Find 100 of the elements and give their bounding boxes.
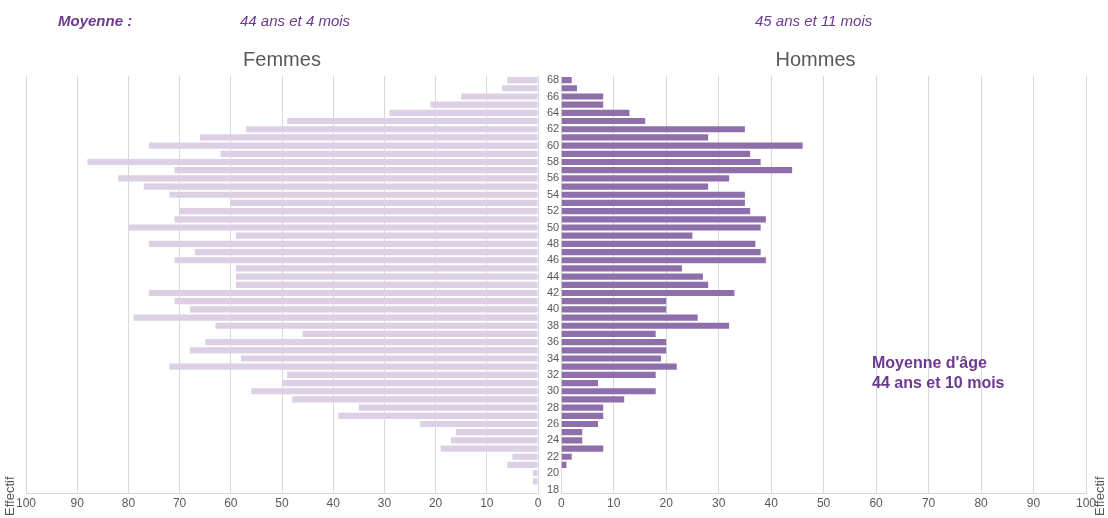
y-tick-label: 44 (546, 269, 560, 282)
y-tick-label: 38 (546, 318, 560, 331)
x-tick-label: 20 (428, 496, 443, 511)
y-tick-label: 40 (546, 302, 560, 315)
x-tick-label: 40 (764, 496, 779, 511)
y-axis-title: Effectif (1, 476, 17, 516)
bar (561, 314, 698, 321)
bar (561, 273, 703, 280)
x-tick-label: 100 (15, 496, 37, 511)
y-tick-label: 58 (546, 155, 560, 168)
x-tick-label: 10 (480, 496, 494, 511)
bar (561, 363, 677, 370)
y-tick-label: 62 (546, 122, 560, 135)
y-tick-label: 60 (546, 138, 560, 151)
y-tick-label: 36 (546, 335, 560, 348)
bar (561, 224, 761, 231)
x-tick-label: 90 (70, 496, 85, 511)
x-tick-label: 50 (275, 496, 289, 511)
x-tick-label: 10 (607, 496, 621, 511)
y-tick-label: 18 (546, 482, 560, 495)
bar (561, 232, 693, 239)
bar (561, 101, 604, 108)
bar (561, 167, 793, 174)
bar (561, 248, 761, 256)
text: 45 ans et 11 mois (755, 12, 873, 29)
bar (561, 175, 730, 182)
bar (561, 289, 735, 297)
bar (561, 388, 656, 395)
bar (561, 117, 646, 125)
bar (561, 420, 598, 428)
y-tick-label: 28 (546, 400, 560, 413)
bar (561, 281, 709, 288)
bar (561, 298, 667, 305)
y-tick-label: 50 (546, 220, 560, 233)
y-tick-label: 64 (546, 105, 560, 118)
x-tick-label: 30 (711, 496, 726, 511)
y-tick-label: 34 (546, 351, 560, 364)
bar (561, 453, 572, 460)
x-tick-label: 60 (224, 496, 238, 511)
bar (561, 240, 756, 247)
bar (561, 257, 766, 264)
x-tick-label: 20 (659, 496, 674, 511)
x-tick-label: 60 (869, 496, 884, 511)
bar (561, 379, 598, 387)
bar (561, 437, 583, 444)
bar (561, 306, 667, 313)
bar (561, 109, 630, 116)
chart-title: Hommes (775, 47, 856, 70)
x-tick-label: 0 (534, 496, 542, 511)
text: Moyenne : (58, 12, 133, 29)
x-tick-label: 80 (121, 496, 136, 511)
x-tick-label: 50 (816, 496, 831, 511)
y-tick-label: 52 (546, 204, 560, 217)
y-tick-label: 26 (546, 417, 560, 430)
y-tick-label: 24 (546, 433, 560, 446)
bar (561, 150, 751, 157)
x-tick-label: 70 (921, 496, 936, 511)
x-tick-label: 40 (326, 496, 341, 511)
y-tick-label: 30 (546, 384, 560, 397)
bar (561, 85, 577, 92)
bar (561, 445, 604, 452)
x-tick-label: 80 (974, 496, 989, 511)
y-tick-label: 42 (546, 286, 560, 299)
bar (561, 191, 745, 198)
x-tick-label: 30 (377, 496, 392, 511)
bar (561, 339, 667, 346)
bar (561, 396, 625, 403)
bar (561, 77, 572, 84)
y-tick-label: 56 (546, 171, 560, 184)
annotation: Moyenne d'âge (872, 354, 987, 372)
bar (561, 183, 709, 190)
bar (561, 199, 745, 207)
bar (561, 134, 709, 141)
bar (561, 429, 583, 436)
bar (561, 347, 667, 354)
text: 44 ans et 4 mois (240, 12, 351, 29)
y-tick-label: 46 (546, 253, 560, 266)
bar (561, 158, 761, 166)
bar (561, 322, 730, 329)
bar (561, 265, 682, 272)
bar (561, 126, 745, 133)
bar (561, 355, 661, 362)
y-tick-label: 66 (546, 89, 560, 102)
y-tick-label: 22 (546, 449, 560, 462)
y-tick-label: 48 (546, 236, 560, 249)
y-tick-label: 32 (546, 367, 560, 380)
bar (561, 208, 751, 215)
x-tick-label: 90 (1026, 496, 1041, 511)
y-tick-label: 20 (546, 466, 560, 479)
y-tick-label: 54 (546, 187, 560, 200)
y-tick-label: 68 (546, 73, 560, 86)
bar (561, 371, 656, 378)
bar (561, 404, 604, 411)
bar (561, 412, 604, 419)
chart-title: Femmes (243, 47, 321, 70)
x-tick-label: 0 (557, 496, 565, 511)
annotation: 44 ans et 10 mois (872, 374, 1005, 392)
bar (561, 93, 604, 100)
bar (561, 216, 766, 223)
x-tick-label: 70 (172, 496, 187, 511)
